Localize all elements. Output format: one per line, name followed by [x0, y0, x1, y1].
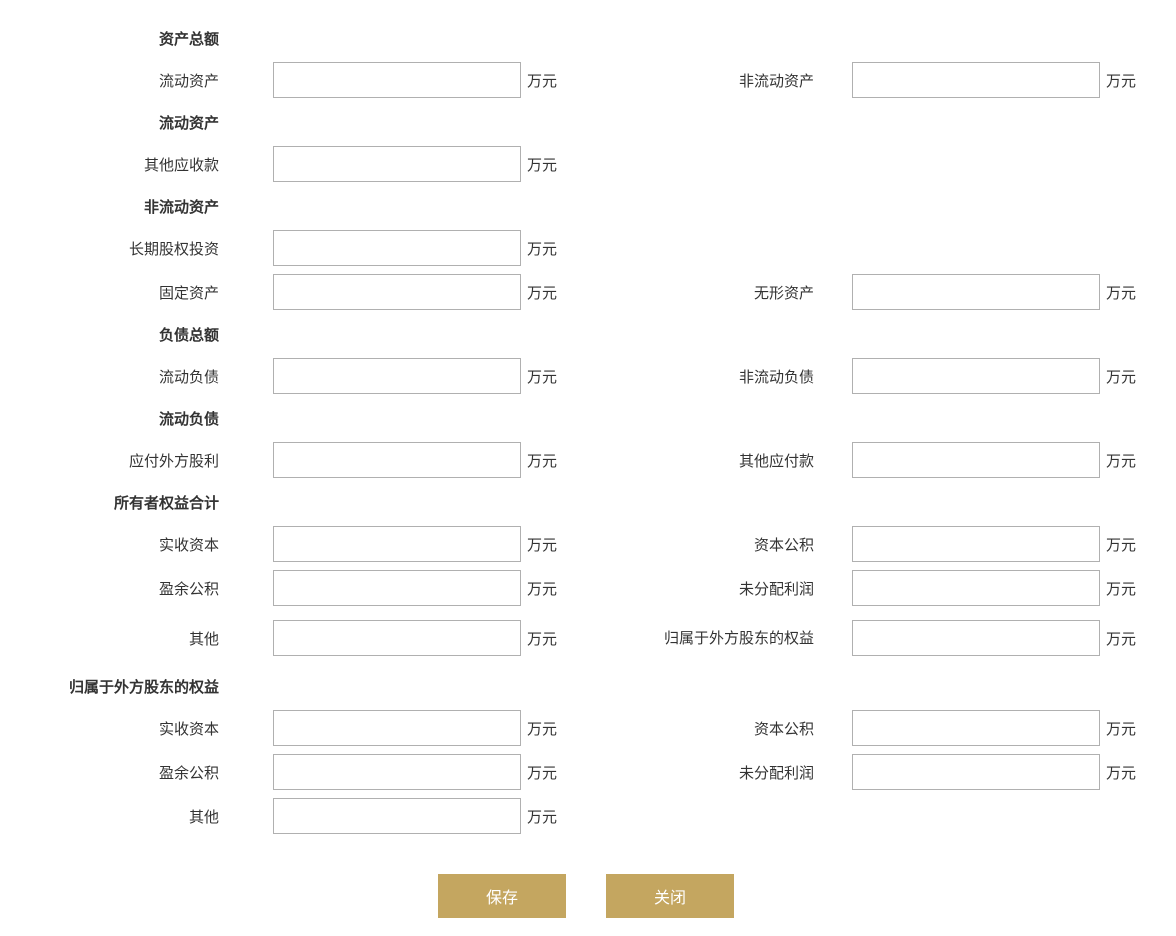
unit-surplus-reserve2: 万元 [527, 762, 557, 783]
input-other[interactable] [273, 620, 521, 656]
input-undistributed-profit[interactable] [852, 570, 1100, 606]
row-dividends-payable: 应付外方股利 万元 其他应付款 万元 [0, 438, 1176, 482]
section-current-liabilities: 流动负债 [0, 398, 1176, 438]
label-intangible-assets: 无形资产 [580, 282, 820, 303]
label-longterm-equity: 长期股权投资 [0, 238, 225, 259]
unit-current-assets: 万元 [527, 70, 557, 91]
input-other-receivables[interactable] [273, 146, 521, 182]
section-current-liabilities-label: 流动负债 [0, 408, 225, 429]
section-current-assets-label: 流动资产 [0, 112, 225, 133]
input-surplus-reserve2[interactable] [273, 754, 521, 790]
row-other-equity: 其他 万元 归属于外方股东的权益 万元 [0, 610, 1176, 666]
label-noncurrent-liabilities: 非流动负债 [580, 366, 820, 387]
label-capital-reserve: 资本公积 [580, 534, 820, 555]
input-undistributed-profit2[interactable] [852, 754, 1100, 790]
input-noncurrent-liabilities[interactable] [852, 358, 1100, 394]
row-paidin-capital2: 实收资本 万元 资本公积 万元 [0, 706, 1176, 750]
row-fixed-assets: 固定资产 万元 无形资产 万元 [0, 270, 1176, 314]
row-current-liabilities: 流动负债 万元 非流动负债 万元 [0, 354, 1176, 398]
section-current-assets: 流动资产 [0, 102, 1176, 142]
unit-longterm-equity: 万元 [527, 238, 557, 259]
section-owners-equity-label: 所有者权益合计 [0, 492, 225, 513]
input-capital-reserve2[interactable] [852, 710, 1100, 746]
unit-undistributed-profit: 万元 [1106, 578, 1136, 599]
unit-paidin-capital: 万元 [527, 534, 557, 555]
unit-capital-reserve: 万元 [1106, 534, 1136, 555]
unit-other-receivables: 万元 [527, 154, 557, 175]
input-paidin-capital[interactable] [273, 526, 521, 562]
label-surplus-reserve: 盈余公积 [0, 578, 225, 599]
input-other-payables[interactable] [852, 442, 1100, 478]
label-paidin-capital2: 实收资本 [0, 718, 225, 739]
section-foreign-equity: 归属于外方股东的权益 [0, 666, 1176, 706]
unit-other-payables: 万元 [1106, 450, 1136, 471]
unit-surplus-reserve: 万元 [527, 578, 557, 599]
unit-capital-reserve2: 万元 [1106, 718, 1136, 739]
close-button[interactable]: 关闭 [606, 874, 734, 918]
label-current-liabilities: 流动负债 [0, 366, 225, 387]
unit-other2: 万元 [527, 806, 557, 827]
unit-current-liabilities: 万元 [527, 366, 557, 387]
unit-noncurrent-assets: 万元 [1106, 70, 1136, 91]
section-total-liabilities: 负债总额 [0, 314, 1176, 354]
label-noncurrent-assets: 非流动资产 [580, 70, 820, 91]
row-other2: 其他 万元 [0, 794, 1176, 838]
row-longterm-equity: 长期股权投资 万元 [0, 226, 1176, 270]
unit-dividends-payable: 万元 [527, 450, 557, 471]
section-total-assets: 资产总额 [0, 18, 1176, 58]
section-noncurrent-assets: 非流动资产 [0, 186, 1176, 226]
input-current-liabilities[interactable] [273, 358, 521, 394]
section-total-assets-label: 资产总额 [0, 28, 225, 49]
input-capital-reserve[interactable] [852, 526, 1100, 562]
section-noncurrent-assets-label: 非流动资产 [0, 196, 225, 217]
unit-equity-foreign: 万元 [1106, 628, 1136, 649]
input-other2[interactable] [273, 798, 521, 834]
row-other-receivables: 其他应收款 万元 [0, 142, 1176, 186]
label-undistributed-profit2: 未分配利润 [580, 762, 820, 783]
label-other-payables: 其他应付款 [580, 450, 820, 471]
label-equity-foreign: 归属于外方股东的权益 [580, 628, 820, 649]
label-current-assets: 流动资产 [0, 70, 225, 91]
label-other-receivables: 其他应收款 [0, 154, 225, 175]
label-other: 其他 [0, 628, 225, 649]
input-paidin-capital2[interactable] [273, 710, 521, 746]
unit-fixed-assets: 万元 [527, 282, 557, 303]
input-equity-foreign[interactable] [852, 620, 1100, 656]
input-fixed-assets[interactable] [273, 274, 521, 310]
input-current-assets[interactable] [273, 62, 521, 98]
save-button[interactable]: 保存 [438, 874, 566, 918]
row-current-assets: 流动资产 万元 非流动资产 万元 [0, 58, 1176, 102]
label-fixed-assets: 固定资产 [0, 282, 225, 303]
label-surplus-reserve2: 盈余公积 [0, 762, 225, 783]
section-owners-equity: 所有者权益合计 [0, 482, 1176, 522]
button-row: 保存 关闭 [0, 874, 1176, 918]
label-dividends-payable: 应付外方股利 [0, 450, 225, 471]
label-undistributed-profit: 未分配利润 [580, 578, 820, 599]
unit-undistributed-profit2: 万元 [1106, 762, 1136, 783]
row-paidin-capital: 实收资本 万元 资本公积 万元 [0, 522, 1176, 566]
label-capital-reserve2: 资本公积 [580, 718, 820, 739]
section-foreign-equity-label: 归属于外方股东的权益 [0, 676, 225, 697]
unit-other: 万元 [527, 628, 557, 649]
unit-noncurrent-liabilities: 万元 [1106, 366, 1136, 387]
input-longterm-equity[interactable] [273, 230, 521, 266]
section-total-liabilities-label: 负债总额 [0, 324, 225, 345]
unit-paidin-capital2: 万元 [527, 718, 557, 739]
label-other2: 其他 [0, 806, 225, 827]
input-dividends-payable[interactable] [273, 442, 521, 478]
financial-form: 资产总额 流动资产 万元 非流动资产 万元 流动资产 其他应收款 万元 [0, 18, 1176, 918]
input-noncurrent-assets[interactable] [852, 62, 1100, 98]
input-intangible-assets[interactable] [852, 274, 1100, 310]
input-surplus-reserve[interactable] [273, 570, 521, 606]
label-paidin-capital: 实收资本 [0, 534, 225, 555]
row-surplus-reserve: 盈余公积 万元 未分配利润 万元 [0, 566, 1176, 610]
unit-intangible-assets: 万元 [1106, 282, 1136, 303]
row-surplus-reserve2: 盈余公积 万元 未分配利润 万元 [0, 750, 1176, 794]
